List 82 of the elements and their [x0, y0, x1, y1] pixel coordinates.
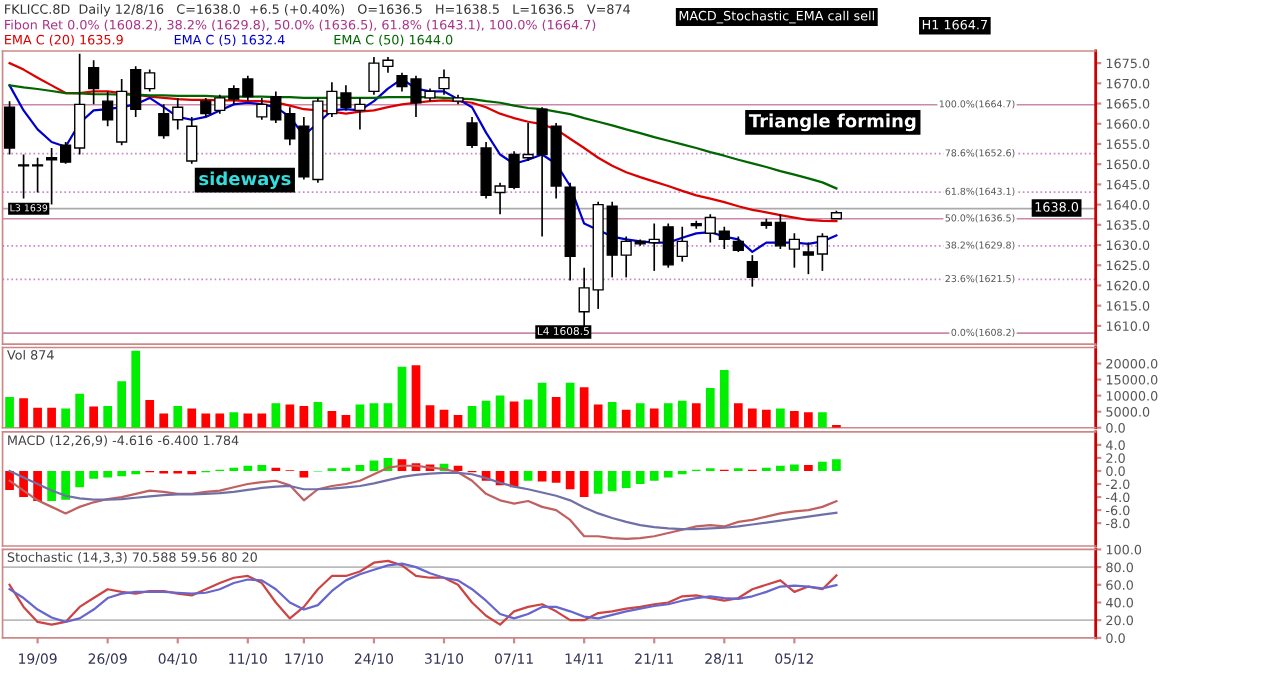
- bar: [159, 413, 169, 428]
- bar: [621, 470, 631, 488]
- bar: [229, 412, 239, 428]
- candlestick: [3, 100, 16, 156]
- bar: [369, 403, 379, 428]
- bar: [832, 459, 841, 471]
- bar: [635, 403, 645, 428]
- bar: [565, 470, 575, 490]
- bar: [747, 408, 757, 428]
- bar: [593, 470, 603, 494]
- candlestick: [438, 68, 450, 96]
- bar: [635, 470, 645, 485]
- bar: [818, 412, 827, 428]
- bar: [705, 387, 715, 428]
- bar: [75, 393, 84, 428]
- bar: [818, 461, 827, 471]
- bar: [187, 408, 197, 428]
- bar: [61, 408, 70, 428]
- candlestick: [466, 116, 478, 149]
- bar: [243, 413, 253, 428]
- bar: [677, 400, 687, 428]
- bar: [804, 412, 813, 428]
- bar: [551, 396, 561, 428]
- bar: [47, 470, 56, 501]
- bar: [411, 365, 421, 428]
- bar: [103, 405, 113, 428]
- bar: [215, 413, 225, 428]
- bar: [61, 470, 70, 500]
- bar: [173, 405, 183, 428]
- bar: [397, 366, 407, 428]
- bar: [579, 387, 589, 428]
- bar: [425, 405, 435, 428]
- bar: [649, 408, 659, 428]
- bar: [243, 465, 253, 471]
- bar: [201, 413, 211, 428]
- bar: [776, 465, 785, 471]
- bar: [145, 400, 155, 428]
- bar: [790, 464, 799, 471]
- bar: [509, 401, 519, 428]
- bar: [691, 403, 701, 428]
- bar: [565, 382, 575, 428]
- bar: [593, 404, 603, 428]
- bar: [719, 369, 729, 428]
- candlestick: [186, 116, 198, 165]
- bar: [649, 470, 659, 481]
- bar: [355, 465, 365, 471]
- bar: [762, 409, 771, 428]
- bar: [607, 402, 617, 428]
- bar: [75, 470, 84, 488]
- annotation: Triangle forming: [748, 113, 916, 132]
- bar: [5, 396, 14, 428]
- bar: [19, 398, 28, 428]
- bar: [663, 403, 673, 428]
- bar: [551, 470, 561, 483]
- bar: [804, 465, 813, 471]
- bar: [131, 350, 141, 428]
- bar: [257, 413, 267, 428]
- bar: [117, 470, 127, 477]
- bar: [790, 411, 799, 428]
- bar: [776, 408, 785, 428]
- annotation: sideways: [199, 171, 291, 190]
- bar: [271, 403, 281, 428]
- bar: [523, 470, 533, 481]
- bar: [89, 470, 98, 479]
- bar: [117, 381, 127, 428]
- bar: [89, 406, 98, 428]
- bar: [523, 399, 533, 428]
- bar: [33, 407, 42, 428]
- bar: [733, 403, 743, 428]
- bar: [257, 465, 267, 471]
- bar: [313, 402, 323, 428]
- candlestick: [746, 254, 758, 288]
- bar: [579, 470, 589, 498]
- bar: [607, 470, 617, 492]
- candlestick: [88, 59, 100, 106]
- line-series: [8, 62, 838, 223]
- bar: [663, 470, 673, 478]
- bar: [621, 409, 631, 428]
- bar: [537, 382, 547, 428]
- bar: [103, 470, 113, 478]
- bar: [383, 403, 393, 428]
- bar: [47, 407, 56, 428]
